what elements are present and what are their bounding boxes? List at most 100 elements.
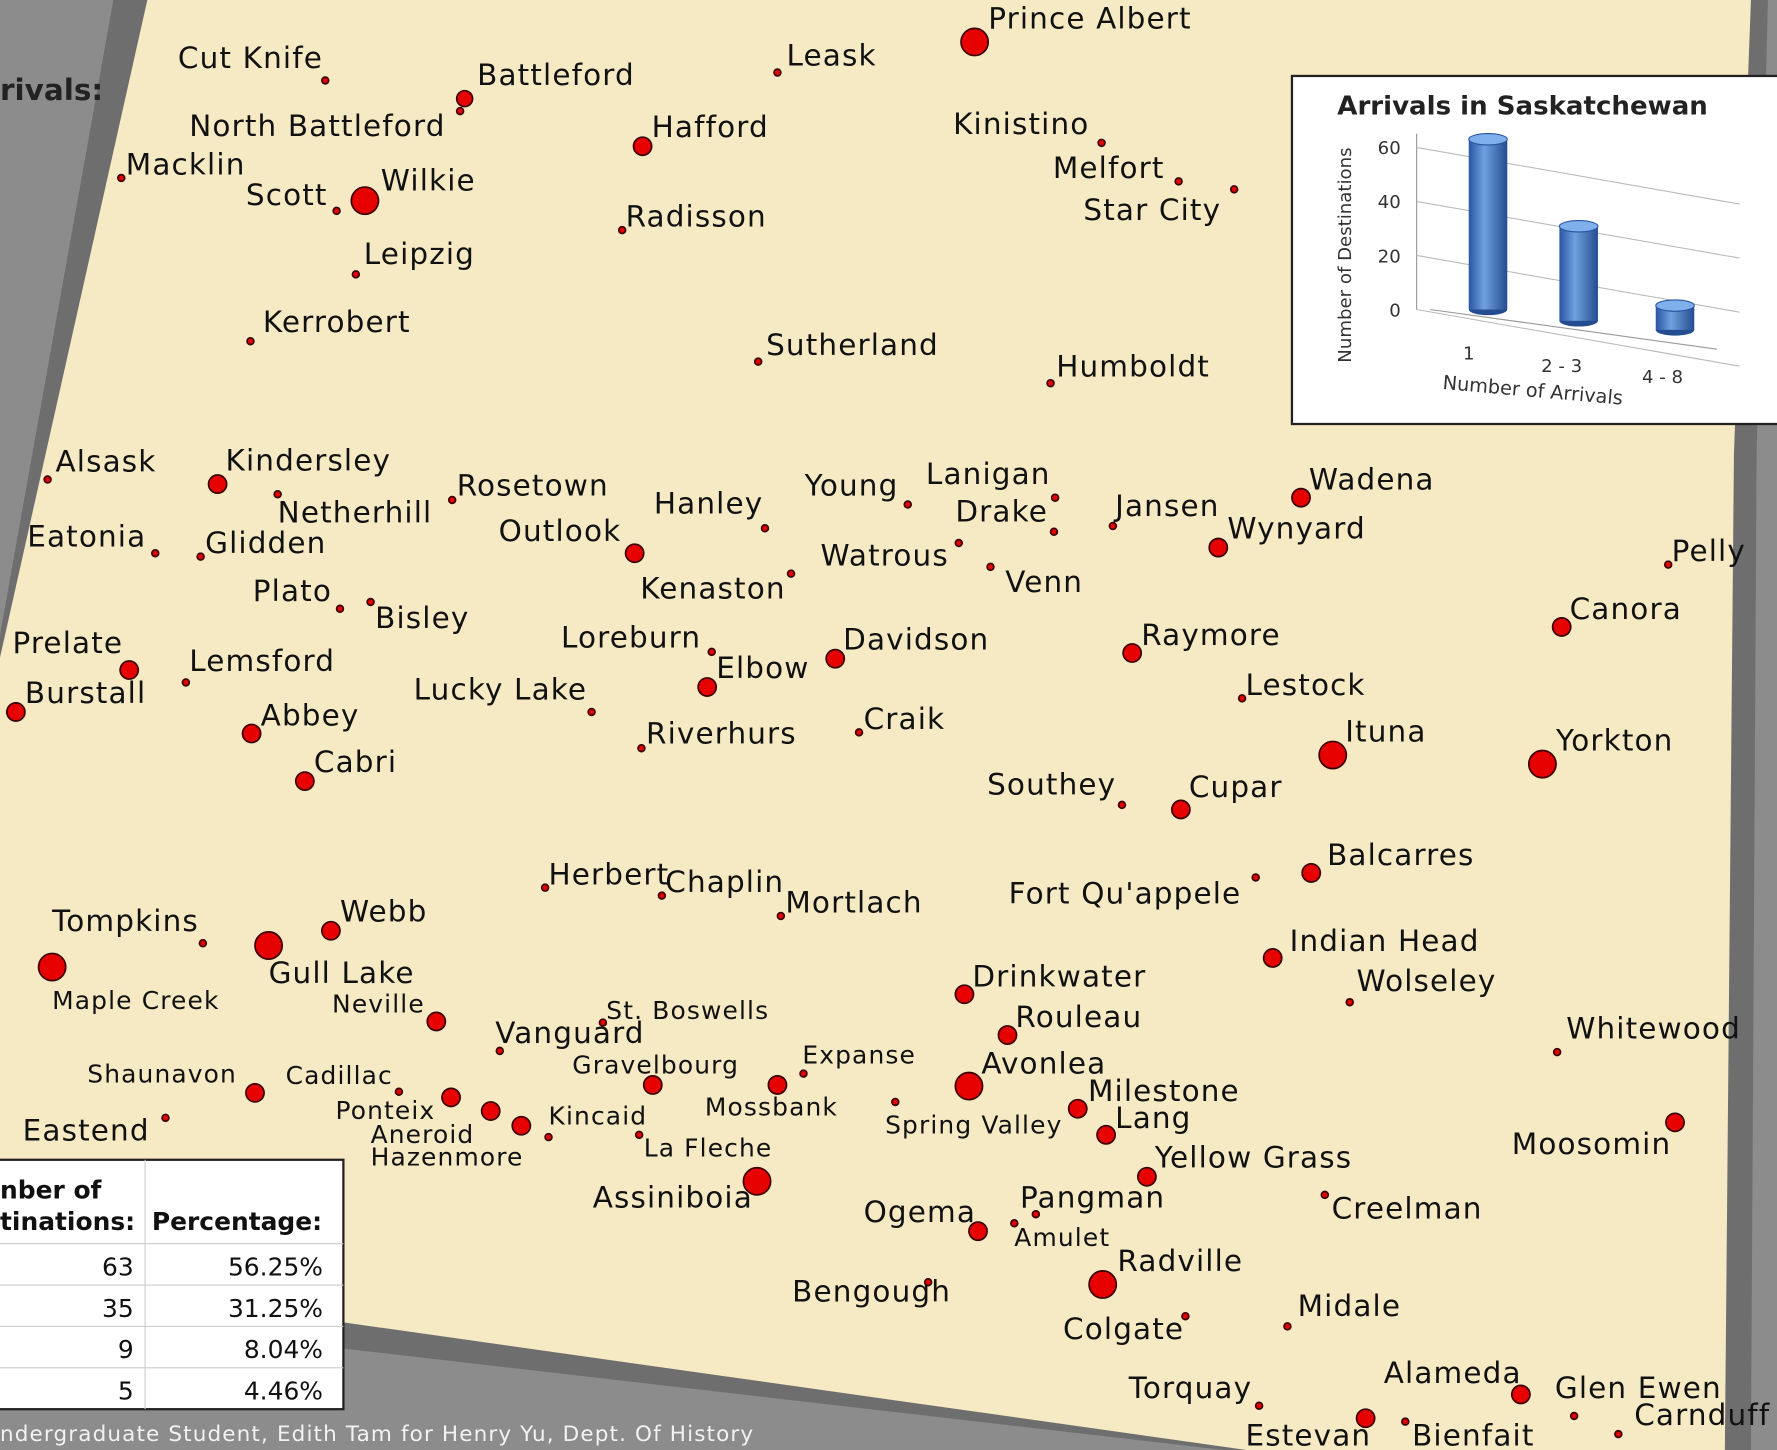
place-dot xyxy=(825,648,846,669)
place-dot xyxy=(5,702,26,722)
place-label: Vanguard xyxy=(495,1016,644,1050)
place-label: Kinistino xyxy=(953,107,1089,141)
place-label: Raymore xyxy=(1141,618,1281,652)
place-dot xyxy=(196,552,205,561)
legend-fragment: rivals: xyxy=(0,73,103,107)
place-label: Radisson xyxy=(626,200,767,234)
place-label: Cadillac xyxy=(286,1061,393,1090)
place-dot xyxy=(1096,1124,1117,1145)
place-dot xyxy=(1663,560,1673,569)
place-dot xyxy=(891,1097,900,1107)
place-label: Estevan xyxy=(1245,1418,1371,1450)
place-dot xyxy=(254,931,284,960)
grid-line xyxy=(1416,308,1740,367)
place-label: Chaplin xyxy=(665,865,784,899)
place-dot xyxy=(1510,1384,1531,1405)
place-dot xyxy=(544,1132,553,1142)
place-dot xyxy=(1251,873,1260,882)
place-dot xyxy=(350,186,380,216)
place-dot xyxy=(181,678,191,687)
place-dot xyxy=(321,920,341,941)
table-header: Percentage: xyxy=(152,1207,322,1236)
place-label: Elbow xyxy=(716,651,809,685)
place-label: Herbert xyxy=(549,857,670,891)
place-dot xyxy=(617,225,627,235)
place-dot xyxy=(954,1071,984,1101)
place-dot xyxy=(37,952,67,982)
place-label: Rosetown xyxy=(457,468,609,502)
place-label: Midale xyxy=(1298,1289,1401,1323)
place-dot xyxy=(657,891,667,900)
place-label: Macklin xyxy=(126,148,246,182)
place-dot xyxy=(854,728,864,737)
table-cell: 31.25% xyxy=(228,1294,323,1323)
table-header: tinations: xyxy=(0,1207,135,1236)
place-dot xyxy=(587,707,596,717)
place-label: Avonlea xyxy=(981,1047,1106,1081)
place-label: Wolseley xyxy=(1357,964,1497,998)
place-label: Lucky Lake xyxy=(414,672,588,706)
place-label: Torquay xyxy=(1128,1371,1252,1405)
place-label: Watrous xyxy=(821,539,949,573)
place-label: Venn xyxy=(1005,565,1083,599)
place-dot xyxy=(960,27,990,57)
place-label: Wynyard xyxy=(1227,512,1365,546)
y-axis-label: Number of Destinations xyxy=(1335,147,1356,362)
place-dot xyxy=(207,474,228,495)
place-label: Hafford xyxy=(652,110,769,144)
place-label: Drinkwater xyxy=(972,959,1146,993)
table-cell: 5 xyxy=(118,1377,134,1406)
place-dot xyxy=(1237,694,1247,703)
x-tick-label: 4 - 8 xyxy=(1642,367,1683,388)
place-dot xyxy=(1254,1401,1264,1411)
place-label: Pangman xyxy=(1020,1180,1165,1214)
place-label: Riverhurs xyxy=(646,717,797,751)
place-dot xyxy=(1181,1311,1190,1321)
place-label: Wadena xyxy=(1309,463,1435,497)
place-label: Lang xyxy=(1115,1101,1191,1135)
bar-body xyxy=(1468,139,1508,310)
place-label: Mossbank xyxy=(705,1093,838,1122)
table-cell: 56.25% xyxy=(228,1252,323,1281)
place-label: Ogema xyxy=(864,1195,976,1229)
place-dot xyxy=(968,1221,988,1242)
place-label: Expanse xyxy=(802,1040,916,1069)
place-label: Jansen xyxy=(1113,489,1219,523)
place-dot xyxy=(707,647,716,657)
place-label: Humboldt xyxy=(1056,349,1210,383)
place-label: Burstall xyxy=(25,676,146,710)
place-label: Cabri xyxy=(314,745,397,779)
place-label: Fort Qu'appele xyxy=(1009,877,1242,911)
place-dot xyxy=(598,1018,608,1027)
bar xyxy=(1558,220,1599,327)
place-label: Whitewood xyxy=(1566,1011,1741,1045)
place-dot xyxy=(43,475,52,484)
credit: ndergraduate Student, Edith Tam for Henr… xyxy=(0,1422,754,1447)
place-dot xyxy=(1031,1209,1041,1219)
place-dot xyxy=(1170,799,1191,820)
bar-top xyxy=(1558,220,1599,233)
place-label: Leipzig xyxy=(364,237,475,271)
place-label: Gull Lake xyxy=(269,956,415,990)
place-dot xyxy=(335,604,345,614)
place-dot xyxy=(1551,617,1572,637)
place-dot xyxy=(332,206,341,216)
place-label: Kindersley xyxy=(226,443,392,477)
place-dot xyxy=(1108,521,1118,531)
y-tick-label: 0 xyxy=(1389,300,1401,321)
place-dot xyxy=(1122,643,1143,663)
place-dot xyxy=(455,89,474,108)
place-label: Drake xyxy=(955,494,1048,528)
place-dot xyxy=(634,1130,644,1140)
place-dot xyxy=(294,771,315,792)
place-dot xyxy=(1527,749,1557,779)
place-dot xyxy=(1355,1408,1376,1429)
place-dot xyxy=(632,136,653,157)
place-dot xyxy=(773,68,782,77)
place-dot xyxy=(1208,537,1229,558)
place-dot xyxy=(1174,177,1183,186)
place-dot xyxy=(799,1069,808,1078)
table-cell: 35 xyxy=(102,1294,134,1323)
y-tick-label: 20 xyxy=(1378,246,1401,267)
place-label: Indian Head xyxy=(1290,924,1480,958)
